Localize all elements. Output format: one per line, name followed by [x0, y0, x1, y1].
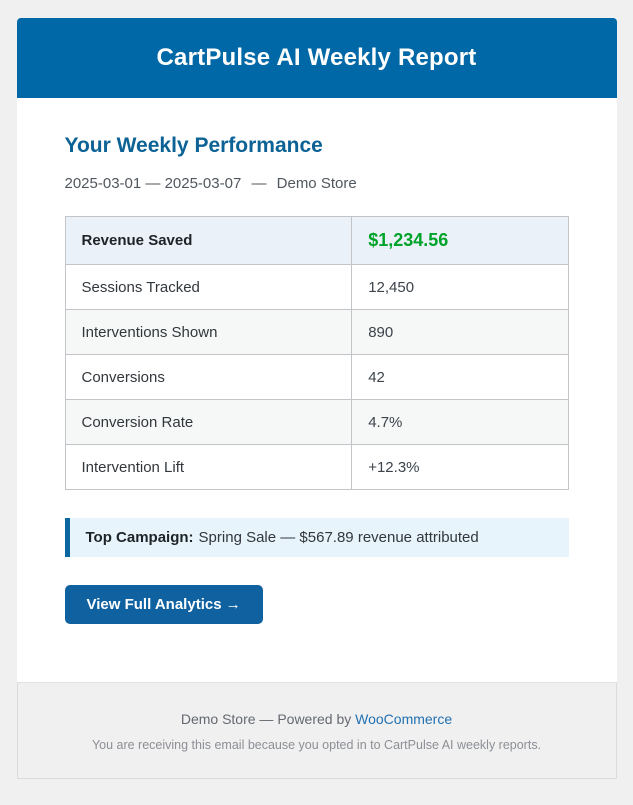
woocommerce-link[interactable]: WooCommerce	[355, 711, 453, 727]
report-date-range: 2025-03-01 — 2025-03-07	[64, 175, 242, 192]
email-body: Your Weekly Performance 2025-03-01 — 202…	[16, 98, 617, 682]
footer-powered-by-text: Demo Store — Powered by	[180, 711, 352, 727]
metric-value: 12,450	[351, 264, 569, 310]
view-full-analytics-button[interactable]: View Full Analytics →	[64, 585, 263, 624]
table-row: Conversion Rate 4.7%	[64, 399, 569, 445]
email-header: CartPulse AI Weekly Report	[16, 18, 617, 98]
metric-label: Interventions Shown	[64, 309, 353, 355]
date-store-separator: —	[251, 175, 267, 192]
metrics-table: Revenue Saved $1,234.56 Sessions Tracked…	[64, 216, 569, 490]
metric-value: $1,234.56	[351, 216, 569, 265]
table-row: Intervention Lift +12.3%	[64, 444, 569, 490]
metric-value: 890	[351, 309, 569, 355]
metric-value: +12.3%	[351, 444, 569, 490]
footer-powered-by-line: Demo Store — Powered by WooCommerce	[42, 711, 592, 727]
report-store-name: Demo Store	[276, 175, 357, 192]
metric-label: Revenue Saved	[64, 216, 353, 265]
cta-row: View Full Analytics →	[64, 585, 569, 624]
metric-label: Sessions Tracked	[64, 264, 353, 310]
metric-label: Intervention Lift	[64, 444, 353, 490]
table-row: Revenue Saved $1,234.56	[64, 216, 569, 265]
metric-value: 4.7%	[351, 399, 569, 445]
report-heading: Your Weekly Performance	[64, 134, 323, 157]
top-campaign-label: Top Campaign:	[85, 529, 194, 546]
table-row: Sessions Tracked 12,450	[64, 264, 569, 310]
metric-label: Conversion Rate	[64, 399, 353, 445]
report-date-line: 2025-03-01 — 2025-03-07 — Demo Store	[65, 175, 569, 192]
email-report-card: CartPulse AI Weekly Report Your Weekly P…	[16, 18, 617, 779]
top-campaign-text: Spring Sale — $567.89 revenue attributed	[198, 529, 479, 546]
email-footer: Demo Store — Powered by WooCommerce You …	[16, 682, 617, 779]
table-row: Conversions 42	[64, 354, 569, 400]
footer-disclaimer: You are receiving this email because you…	[91, 738, 542, 752]
top-campaign-callout: Top Campaign: Spring Sale — $567.89 reve…	[64, 518, 569, 557]
table-row: Interventions Shown 890	[64, 309, 569, 355]
email-title: CartPulse AI Weekly Report	[156, 44, 477, 71]
metric-label: Conversions	[64, 354, 353, 400]
metric-value: 42	[351, 354, 569, 400]
